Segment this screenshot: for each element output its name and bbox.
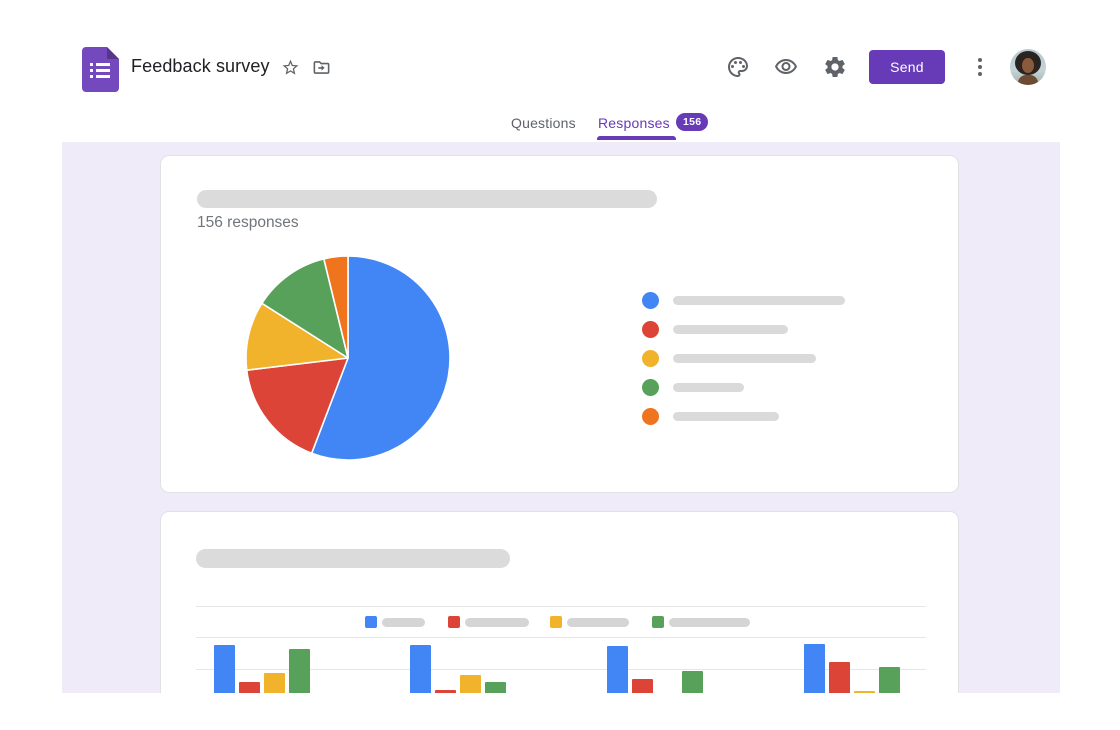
bar-group-4-series-green[interactable]: [879, 666, 900, 693]
bar-group-1-series-green[interactable]: [289, 649, 310, 693]
pie-legend-item-option-orange: [642, 408, 845, 425]
legend-label-placeholder: [673, 354, 816, 363]
bar-group-4-series-blue[interactable]: [804, 644, 825, 693]
settings-gear-icon[interactable]: [823, 55, 847, 79]
preview-eye-icon[interactable]: [774, 55, 798, 79]
question-title-placeholder: [196, 549, 510, 568]
legend-color-square: [448, 616, 460, 628]
pie-slice-option-red[interactable]: [245, 357, 349, 455]
pie-legend-item-option-red: [642, 321, 845, 338]
more-vertical-icon[interactable]: [975, 55, 985, 79]
legend-label-placeholder: [673, 325, 788, 334]
bar-group-3-series-green[interactable]: [682, 670, 703, 693]
bar-group-2-series-yellow[interactable]: [460, 674, 481, 693]
legend-color-dot: [642, 408, 659, 425]
bar-group-4-series-yellow[interactable]: [854, 690, 875, 693]
pie-slice-option-green[interactable]: [261, 258, 349, 359]
bar-group-4-series-red[interactable]: [829, 661, 850, 693]
bar-legend-item-series-green: [652, 616, 750, 628]
send-button[interactable]: Send: [869, 50, 945, 84]
legend-label-placeholder: [382, 617, 425, 627]
summary-card: 156 responses: [160, 155, 959, 493]
legend-color-dot: [642, 350, 659, 367]
legend-label-placeholder: [673, 383, 744, 392]
legend-label-placeholder: [669, 617, 750, 627]
gridline: [196, 669, 926, 670]
fold-shadow: [107, 47, 119, 59]
bar-group-2-series-red[interactable]: [435, 689, 456, 693]
divider: [196, 606, 926, 607]
bar-group-1-series-red[interactable]: [239, 681, 260, 693]
bar-legend-item-series-red: [448, 616, 529, 628]
legend-color-dot: [642, 379, 659, 396]
pie-legend-item-option-blue: [642, 292, 845, 309]
responses-count-text: 156 responses: [197, 214, 299, 231]
bar-group-1-series-yellow[interactable]: [264, 673, 285, 693]
legend-color-square: [652, 616, 664, 628]
account-avatar[interactable]: [1010, 49, 1046, 85]
legend-color-dot: [642, 292, 659, 309]
tab-questions[interactable]: Questions: [511, 115, 576, 131]
bar-group-2-series-green[interactable]: [485, 682, 506, 693]
pie-slice-option-orange[interactable]: [323, 255, 349, 359]
legend-color-dot: [642, 321, 659, 338]
pie-slice-option-yellow[interactable]: [245, 302, 349, 371]
move-to-folder-icon[interactable]: [312, 58, 331, 77]
tab-responses[interactable]: Responses: [598, 115, 670, 131]
responses-count-badge: 156: [676, 113, 709, 131]
theme-palette-icon[interactable]: [726, 55, 750, 79]
legend-label-placeholder: [567, 617, 629, 627]
bar-legend-item-series-blue: [365, 616, 425, 628]
legend-label-placeholder: [673, 296, 845, 305]
pie-legend-item-option-green: [642, 379, 845, 396]
app-header: Feedback survey Send Questions Responses…: [0, 0, 1120, 142]
bar-legend-item-series-yellow: [550, 616, 629, 628]
legend-label-placeholder: [465, 617, 529, 627]
bar-group-1-series-blue[interactable]: [214, 644, 235, 693]
pie-chart: [244, 254, 452, 462]
pie-legend-item-option-yellow: [642, 350, 845, 367]
legend-label-placeholder: [673, 412, 779, 421]
bar-legend: [196, 607, 926, 638]
avatar-torso: [1018, 75, 1038, 85]
avatar-face: [1022, 58, 1034, 73]
bar-group-3-series-blue[interactable]: [607, 646, 628, 693]
pie-legend: [642, 292, 845, 437]
responses-workspace: 156 responses: [62, 142, 1060, 693]
bar-group-2-series-blue[interactable]: [410, 644, 431, 693]
star-icon[interactable]: [281, 58, 300, 77]
pie-slice-option-blue[interactable]: [310, 255, 451, 461]
google-forms-icon[interactable]: [82, 47, 119, 92]
legend-color-square: [550, 616, 562, 628]
grouped-bar-chart: [196, 638, 926, 693]
forms-list-glyph: [90, 63, 110, 81]
bar-chart-card: [160, 511, 959, 693]
active-tab-underline: [597, 136, 676, 140]
question-title-placeholder: [197, 190, 657, 208]
legend-color-square: [365, 616, 377, 628]
bar-group-3-series-red[interactable]: [632, 679, 653, 693]
document-title[interactable]: Feedback survey: [131, 56, 270, 76]
